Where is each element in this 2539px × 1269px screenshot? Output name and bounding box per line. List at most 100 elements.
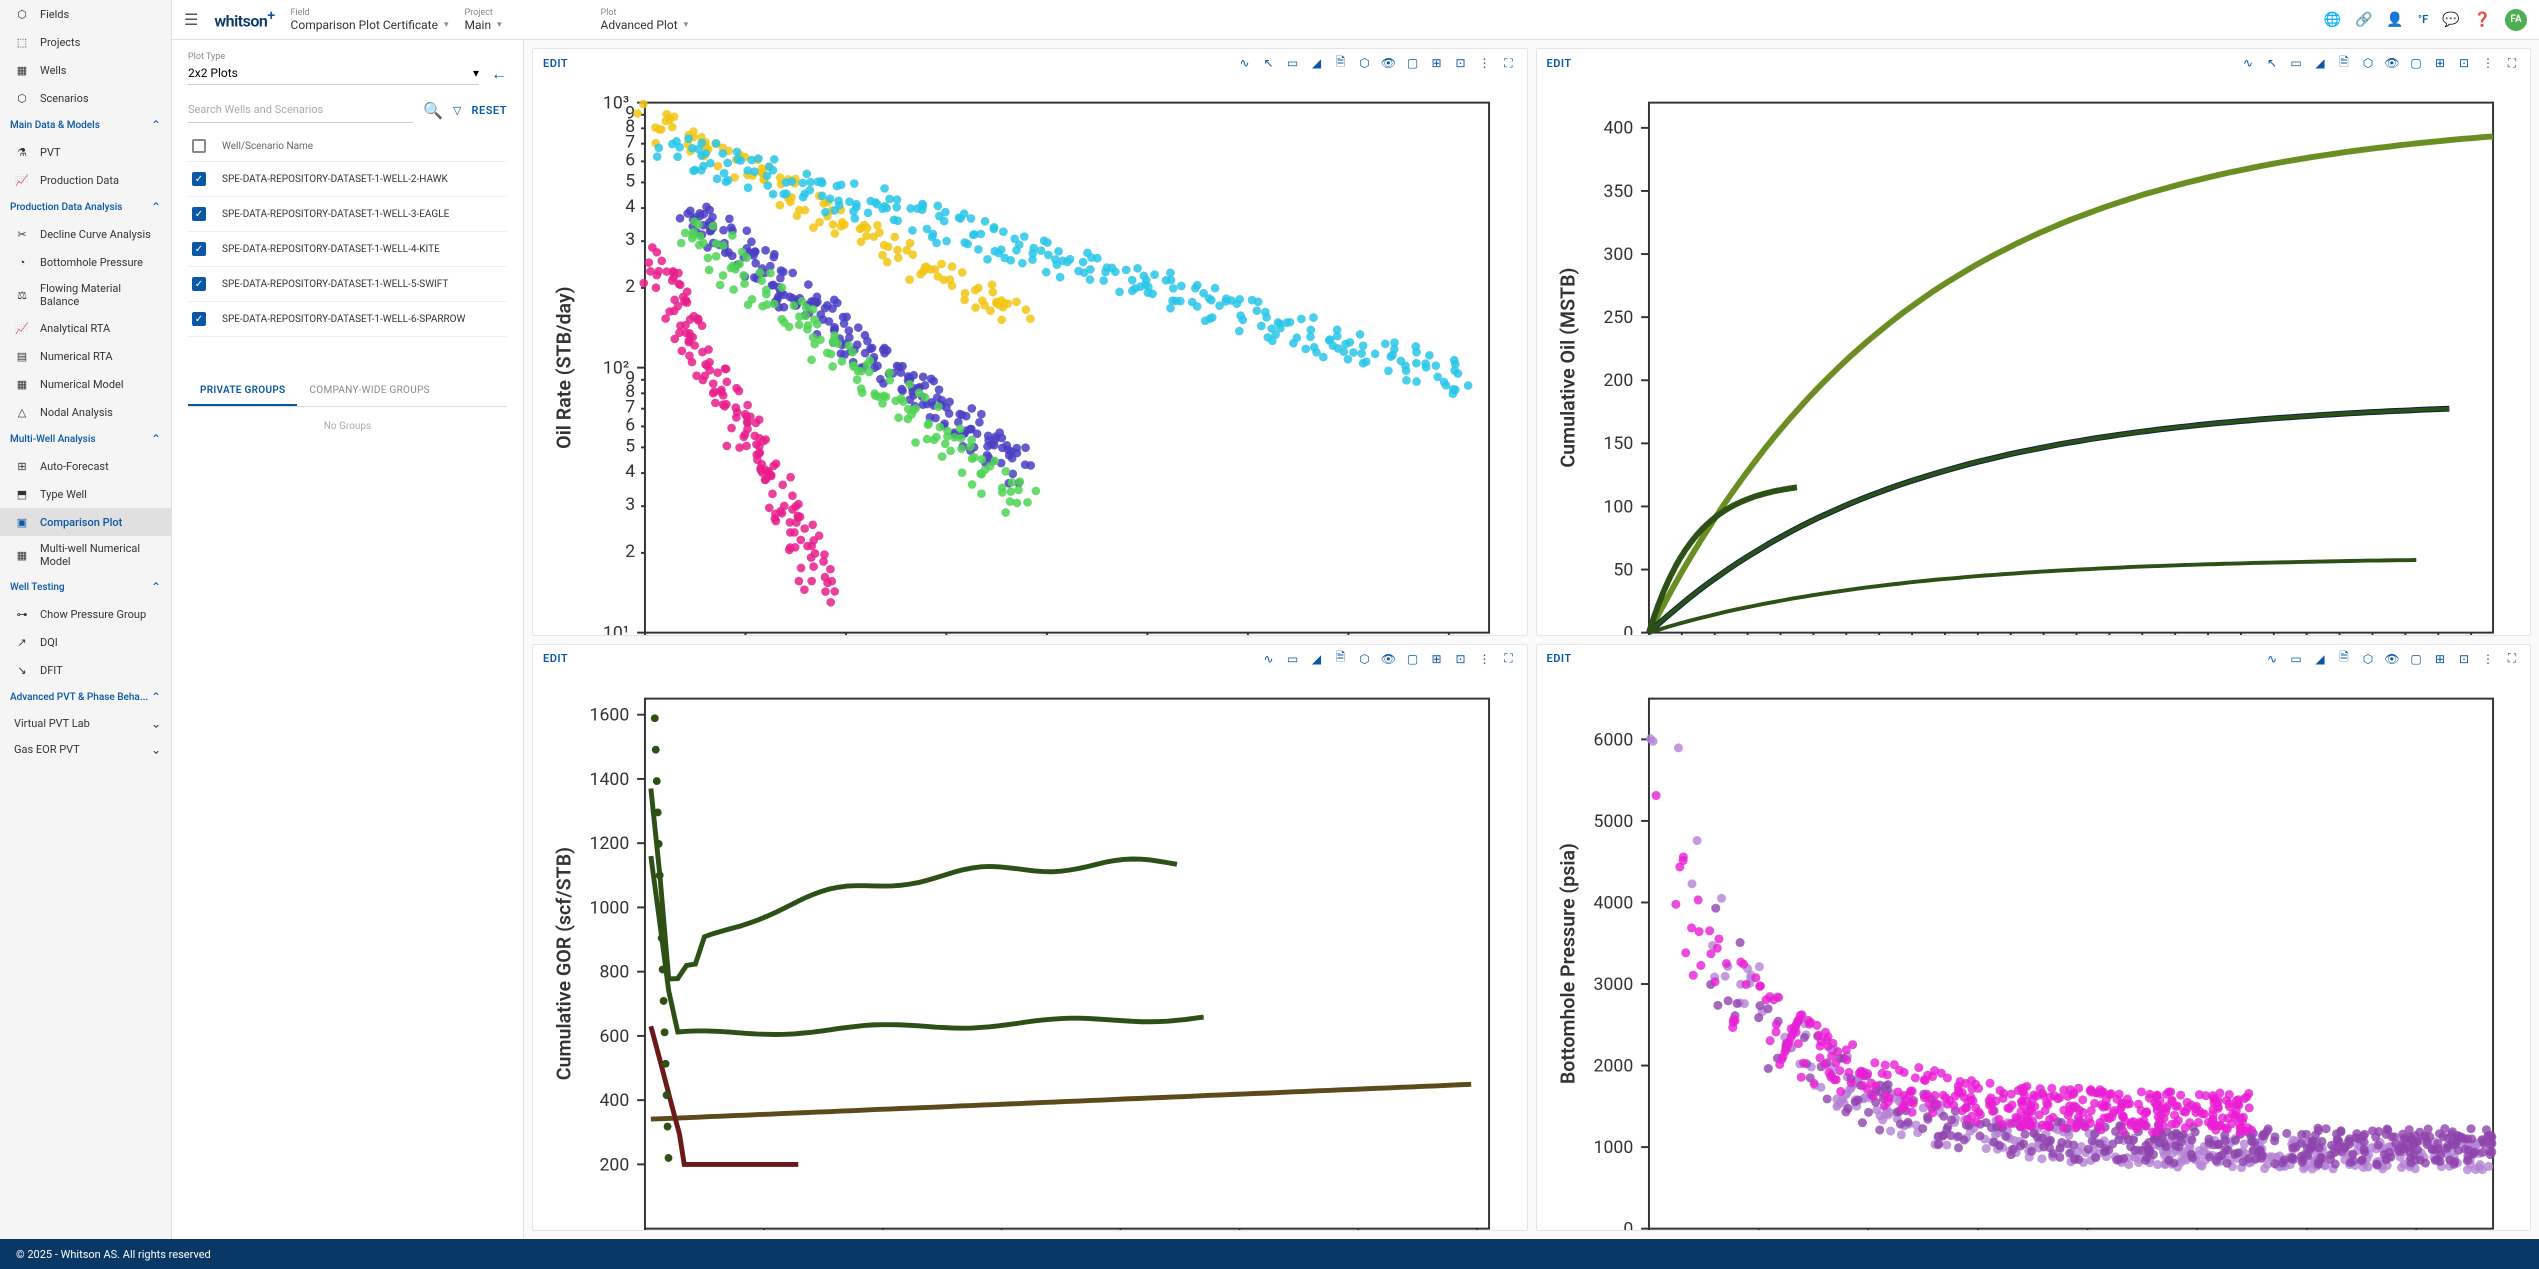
reset-button[interactable]: RESET xyxy=(472,104,507,117)
fill-icon[interactable]: ◢ xyxy=(1309,651,1325,667)
wave-icon[interactable]: ∿ xyxy=(1261,651,1277,667)
doc-icon[interactable]: 🗎 xyxy=(1333,55,1349,71)
edit-button[interactable]: EDIT xyxy=(543,652,568,665)
rect-icon[interactable]: ▭ xyxy=(2288,651,2304,667)
more-icon[interactable]: ⋮ xyxy=(2480,651,2496,667)
eye-icon[interactable]: 👁 xyxy=(1381,55,1397,71)
share-icon[interactable]: ⬡ xyxy=(2360,651,2376,667)
help-icon[interactable]: ❓ xyxy=(2474,12,2491,28)
sidebar-item-analytical-rta[interactable]: 📈Analytical RTA xyxy=(0,314,171,342)
eye-icon[interactable]: 👁 xyxy=(2384,651,2400,667)
well-checkbox[interactable]: ✓ xyxy=(192,312,206,326)
sidebar-item-dqi[interactable]: ↗DQI xyxy=(0,628,171,656)
grid-icon[interactable]: ⊡ xyxy=(2456,55,2472,71)
sidebar-item-flowing-material-balance[interactable]: ⚖Flowing Material Balance xyxy=(0,276,171,314)
well-checkbox[interactable]: ✓ xyxy=(192,172,206,186)
fill-icon[interactable]: ◢ xyxy=(2312,651,2328,667)
search-icon[interactable]: 🔍 xyxy=(423,101,443,120)
doc-icon[interactable]: 🗎 xyxy=(2336,651,2352,667)
expand-icon[interactable]: ⛶ xyxy=(2504,55,2520,71)
menu-icon[interactable]: ☰ xyxy=(184,10,198,29)
sidebar-item-wells[interactable]: ▦Wells xyxy=(0,56,171,84)
note-icon[interactable]: ▢ xyxy=(1405,55,1421,71)
expand-icon[interactable]: ⛶ xyxy=(1501,55,1517,71)
sidebar-item-decline-curve-analysis[interactable]: ✂Decline Curve Analysis xyxy=(0,220,171,248)
more-icon[interactable]: ⋮ xyxy=(1477,651,1493,667)
wave-icon[interactable]: ∿ xyxy=(1237,55,1253,71)
share-icon[interactable]: ⬡ xyxy=(2360,55,2376,71)
wave-icon[interactable]: ∿ xyxy=(2264,651,2280,667)
user-circle-icon[interactable]: 👤 xyxy=(2386,12,2403,28)
expand-icon[interactable]: ⛶ xyxy=(2504,651,2520,667)
wave-icon[interactable]: ∿ xyxy=(2240,55,2256,71)
search-input[interactable] xyxy=(188,97,413,123)
edit-button[interactable]: EDIT xyxy=(543,57,568,70)
sidebar-section-header[interactable]: Main Data & Models xyxy=(0,112,171,138)
eye-icon[interactable]: 👁 xyxy=(2384,55,2400,71)
sidebar-item-chow-pressure-group[interactable]: ⊶Chow Pressure Group xyxy=(0,600,171,628)
share-icon[interactable]: ⬡ xyxy=(1357,651,1373,667)
well-checkbox[interactable]: ✓ xyxy=(192,207,206,221)
share-icon[interactable]: ⬡ xyxy=(1357,55,1373,71)
sidebar-item-numerical-model[interactable]: ▦Numerical Model xyxy=(0,370,171,398)
more-icon[interactable]: ⋮ xyxy=(2480,55,2496,71)
globe-icon[interactable]: 🌐 xyxy=(2324,12,2341,28)
grid-icon[interactable]: ⊡ xyxy=(1453,651,1469,667)
sidebar-item-pvt[interactable]: ⚗PVT xyxy=(0,138,171,166)
grid-icon[interactable]: ⊡ xyxy=(1453,55,1469,71)
note-icon[interactable]: ▢ xyxy=(2408,651,2424,667)
edit-button[interactable]: EDIT xyxy=(1547,57,1572,70)
rect-icon[interactable]: ▭ xyxy=(1285,651,1301,667)
rect-icon[interactable]: ▭ xyxy=(1285,55,1301,71)
tab-company-groups[interactable]: COMPANY-WIDE GROUPS xyxy=(297,377,441,406)
sidebar-section-header[interactable]: Production Data Analysis xyxy=(0,194,171,220)
table-icon[interactable]: ⊞ xyxy=(2432,651,2448,667)
fill-icon[interactable]: ◢ xyxy=(2312,55,2328,71)
grid-icon[interactable]: ⊡ xyxy=(2456,651,2472,667)
edit-button[interactable]: EDIT xyxy=(1547,652,1572,665)
doc-icon[interactable]: 🗎 xyxy=(2336,55,2352,71)
well-row[interactable]: ✓SPE-DATA-REPOSITORY-DATASET-1-WELL-3-EA… xyxy=(188,197,507,232)
sidebar-item-scenarios[interactable]: ⬡Scenarios xyxy=(0,84,171,112)
table-icon[interactable]: ⊞ xyxy=(2432,55,2448,71)
more-icon[interactable]: ⋮ xyxy=(1477,55,1493,71)
sidebar-item-projects[interactable]: ⬚Projects xyxy=(0,28,171,56)
well-row[interactable]: ✓SPE-DATA-REPOSITORY-DATASET-1-WELL-2-HA… xyxy=(188,162,507,197)
eye-icon[interactable]: 👁 xyxy=(1381,651,1397,667)
breadcrumb-plot[interactable]: Plot Advanced Plot xyxy=(601,8,721,32)
tab-private-groups[interactable]: PRIVATE GROUPS xyxy=(188,377,297,406)
avatar[interactable]: FA xyxy=(2505,9,2527,31)
link-icon[interactable]: 🔗 xyxy=(2355,12,2372,28)
sidebar-item-fields[interactable]: ⬡Fields xyxy=(0,0,171,28)
expand-icon[interactable]: ⛶ xyxy=(1501,651,1517,667)
sidebar-item-nodal-analysis[interactable]: △Nodal Analysis xyxy=(0,398,171,426)
sidebar-item-type-well[interactable]: ⬒Type Well xyxy=(0,480,171,508)
well-row[interactable]: ✓SPE-DATA-REPOSITORY-DATASET-1-WELL-4-KI… xyxy=(188,232,507,267)
table-icon[interactable]: ⊞ xyxy=(1429,651,1445,667)
select-all-checkbox[interactable] xyxy=(192,139,206,153)
cursor-icon[interactable]: ↖ xyxy=(1261,55,1277,71)
sidebar-item-bottomhole-pressure[interactable]: ◔Bottomhole Pressure xyxy=(0,248,171,276)
filter-icon[interactable]: ▽ xyxy=(453,104,461,117)
sidebar-item-numerical-rta[interactable]: ▤Numerical RTA xyxy=(0,342,171,370)
breadcrumb-field[interactable]: Field Comparison Plot Certificate xyxy=(291,8,449,32)
chat-icon[interactable]: 💬 xyxy=(2442,12,2459,28)
well-row[interactable]: ✓SPE-DATA-REPOSITORY-DATASET-1-WELL-6-SP… xyxy=(188,302,507,337)
doc-icon[interactable]: 🗎 xyxy=(1333,651,1349,667)
sidebar-section-header[interactable]: Well Testing xyxy=(0,574,171,600)
sidebar-subsection[interactable]: Virtual PVT Lab xyxy=(0,710,171,736)
note-icon[interactable]: ▢ xyxy=(1405,651,1421,667)
well-checkbox[interactable]: ✓ xyxy=(192,277,206,291)
sidebar-item-auto-forecast[interactable]: ⊞Auto-Forecast xyxy=(0,452,171,480)
well-checkbox[interactable]: ✓ xyxy=(192,242,206,256)
breadcrumb-project[interactable]: Project Main xyxy=(465,8,585,32)
cursor-icon[interactable]: ↖ xyxy=(2264,55,2280,71)
sidebar-item-production-data[interactable]: 📈Production Data xyxy=(0,166,171,194)
sidebar-item-dfit[interactable]: ↘DFIT xyxy=(0,656,171,684)
rect-icon[interactable]: ▭ xyxy=(2288,55,2304,71)
back-icon[interactable]: ← xyxy=(491,64,507,84)
sidebar-section-header[interactable]: Advanced PVT & Phase Beha... xyxy=(0,684,171,710)
sidebar-item-comparison-plot[interactable]: ▣Comparison Plot xyxy=(0,508,171,536)
table-icon[interactable]: ⊞ xyxy=(1429,55,1445,71)
sidebar-item-multi-well-numerical-model[interactable]: ▦Multi-well Numerical Model xyxy=(0,536,171,574)
